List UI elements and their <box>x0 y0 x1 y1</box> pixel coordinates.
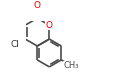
Text: O: O <box>34 1 41 10</box>
Text: O: O <box>46 21 53 30</box>
Text: Cl: Cl <box>11 41 20 49</box>
Text: CH₃: CH₃ <box>63 61 79 70</box>
